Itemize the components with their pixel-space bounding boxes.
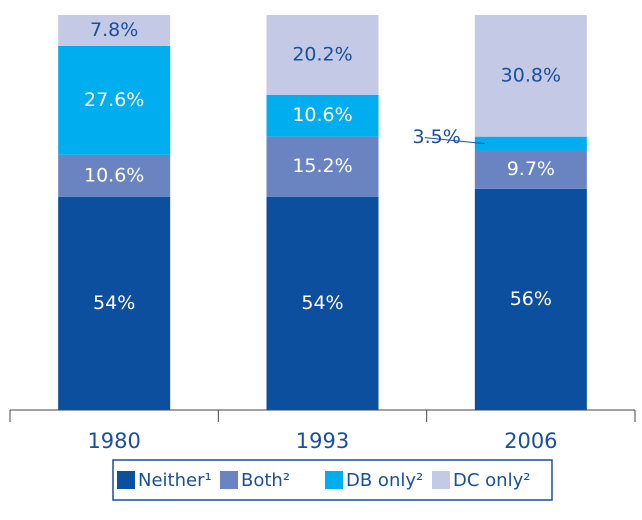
bar-segment bbox=[266, 15, 379, 95]
bar-segment bbox=[58, 154, 171, 197]
value-label: 10.6% bbox=[292, 104, 352, 126]
bar-segment bbox=[266, 94, 379, 137]
bar-segment bbox=[474, 15, 587, 137]
legend-box bbox=[112, 459, 553, 501]
value-label: 54% bbox=[93, 292, 135, 314]
legend-swatch bbox=[117, 471, 135, 489]
x-tick-label: 1993 bbox=[296, 429, 349, 453]
x-tick-label: 2006 bbox=[504, 429, 557, 453]
legend-swatch bbox=[220, 471, 238, 489]
x-tick-label: 1980 bbox=[87, 429, 140, 453]
legend-label: DC only² bbox=[453, 470, 530, 491]
value-label: 9.7% bbox=[507, 158, 555, 180]
value-label: 15.2% bbox=[292, 155, 352, 177]
value-label: 20.2% bbox=[292, 43, 352, 65]
value-label: 30.8% bbox=[501, 64, 561, 86]
value-label: 27.6% bbox=[84, 89, 144, 111]
bar-segment bbox=[58, 45, 171, 155]
leader-line bbox=[424, 137, 485, 145]
bar-segment bbox=[58, 196, 171, 410]
legend-label: DB only² bbox=[346, 470, 423, 491]
bar-segment bbox=[266, 136, 379, 197]
bar-segment bbox=[266, 196, 379, 410]
legend-swatch bbox=[325, 471, 343, 489]
legend-label: Neither¹ bbox=[138, 470, 212, 491]
bar-segment bbox=[58, 15, 171, 46]
bar-segment bbox=[474, 136, 587, 151]
value-label: 3.5% bbox=[413, 126, 461, 148]
bar-segment bbox=[474, 150, 587, 189]
value-label: 54% bbox=[301, 292, 343, 314]
value-label: 56% bbox=[510, 288, 552, 310]
value-label: 10.6% bbox=[84, 164, 144, 186]
bar-segment bbox=[474, 188, 587, 410]
value-label: 7.8% bbox=[90, 19, 138, 41]
legend-swatch bbox=[432, 471, 450, 489]
legend-label: Both² bbox=[241, 470, 290, 491]
